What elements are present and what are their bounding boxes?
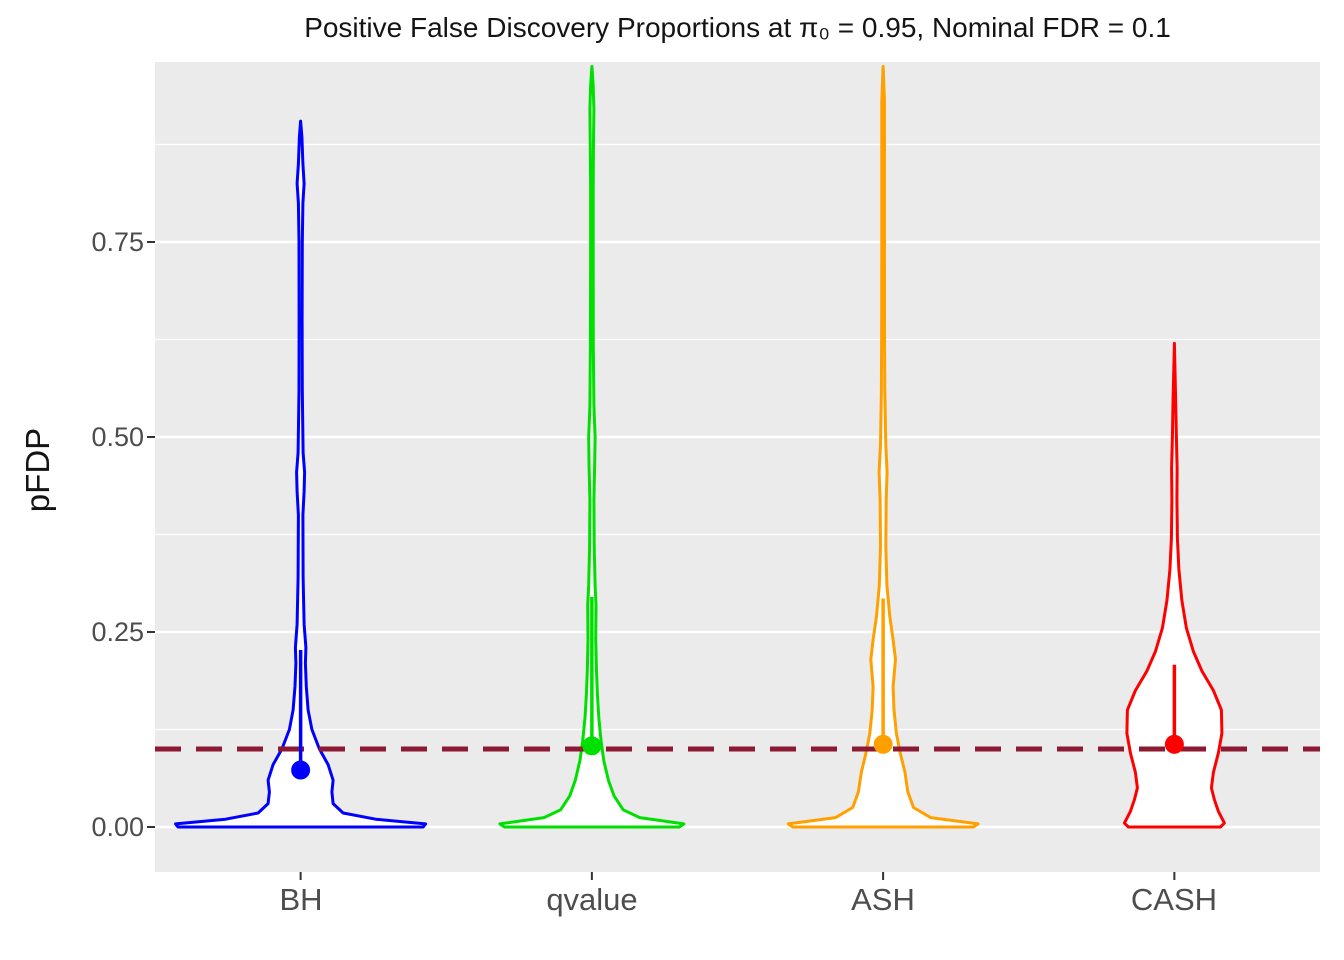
y-axis-label: pFDP — [19, 427, 56, 513]
violin-CASH — [1122, 341, 1226, 829]
mean-point-CASH — [1164, 734, 1184, 754]
x-tick-label-qvalue: qvalue — [546, 882, 638, 917]
panel-background — [155, 62, 1320, 872]
x-tick-label-bh: BH — [279, 882, 323, 917]
x-tick-label-ash: ASH — [851, 882, 915, 917]
chart-title: Positive False Discovery Proportions at … — [304, 12, 1171, 43]
violin-qvalue — [498, 65, 686, 829]
mean-point-qvalue — [582, 736, 602, 756]
violin-ASH — [786, 65, 980, 829]
violin-BH — [174, 119, 428, 829]
y-tick-label-0.00: 0.00 — [91, 812, 144, 842]
mean-point-ASH — [873, 734, 893, 754]
y-tick-label-0.50: 0.50 — [91, 422, 144, 452]
y-tick-label-0.75: 0.75 — [91, 227, 144, 257]
x-tick-label-cash: CASH — [1130, 882, 1218, 917]
y-tick-label-0.25: 0.25 — [91, 617, 144, 647]
mean-point-BH — [291, 760, 311, 780]
